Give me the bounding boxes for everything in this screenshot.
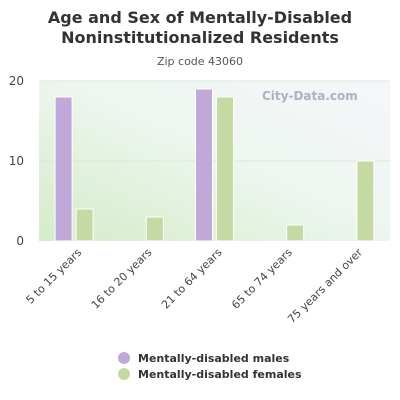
chart-title-line1: Age and Sex of Mentally-Disabled — [47, 8, 353, 27]
bar-females[interactable] — [75, 208, 94, 242]
x-tick-label: 16 to 20 years — [89, 246, 155, 312]
legend-item-females: Mentally-disabled females — [118, 366, 302, 382]
bar-females[interactable] — [216, 96, 234, 242]
x-tick-label: 75 years and over — [285, 246, 365, 326]
chart-title: Age and Sex of Mentally-Disabled Noninst… — [0, 8, 400, 48]
y-tick-label: 10 — [9, 154, 24, 168]
legend-swatch-males — [118, 352, 130, 364]
y-tick-label: 20 — [9, 74, 24, 88]
bar-females[interactable] — [145, 216, 164, 242]
x-tick-label: 21 to 64 years — [159, 246, 225, 312]
chart-title-line2: Noninstitutionalized Residents — [61, 28, 339, 47]
chart-subtitle: Zip code 43060 — [156, 55, 244, 68]
x-tick-label: 65 to 74 years — [229, 246, 295, 312]
bar-males[interactable] — [54, 96, 73, 242]
bar-females[interactable] — [286, 224, 305, 242]
legend-label-females: Mentally-disabled females — [138, 367, 302, 381]
legend-item-males: Mentally-disabled males — [118, 350, 302, 366]
watermark-text: City-Data.com — [262, 89, 358, 103]
x-tick-label: 5 to 15 years — [24, 246, 85, 307]
legend-swatch-females — [118, 368, 130, 380]
legend-label-males: Mentally-disabled males — [138, 351, 290, 365]
y-tick-label: 0 — [16, 234, 24, 248]
bar-males[interactable] — [195, 88, 213, 242]
legend: Mentally-disabled males Mentally-disable… — [118, 350, 302, 382]
bar-females[interactable] — [356, 160, 375, 242]
